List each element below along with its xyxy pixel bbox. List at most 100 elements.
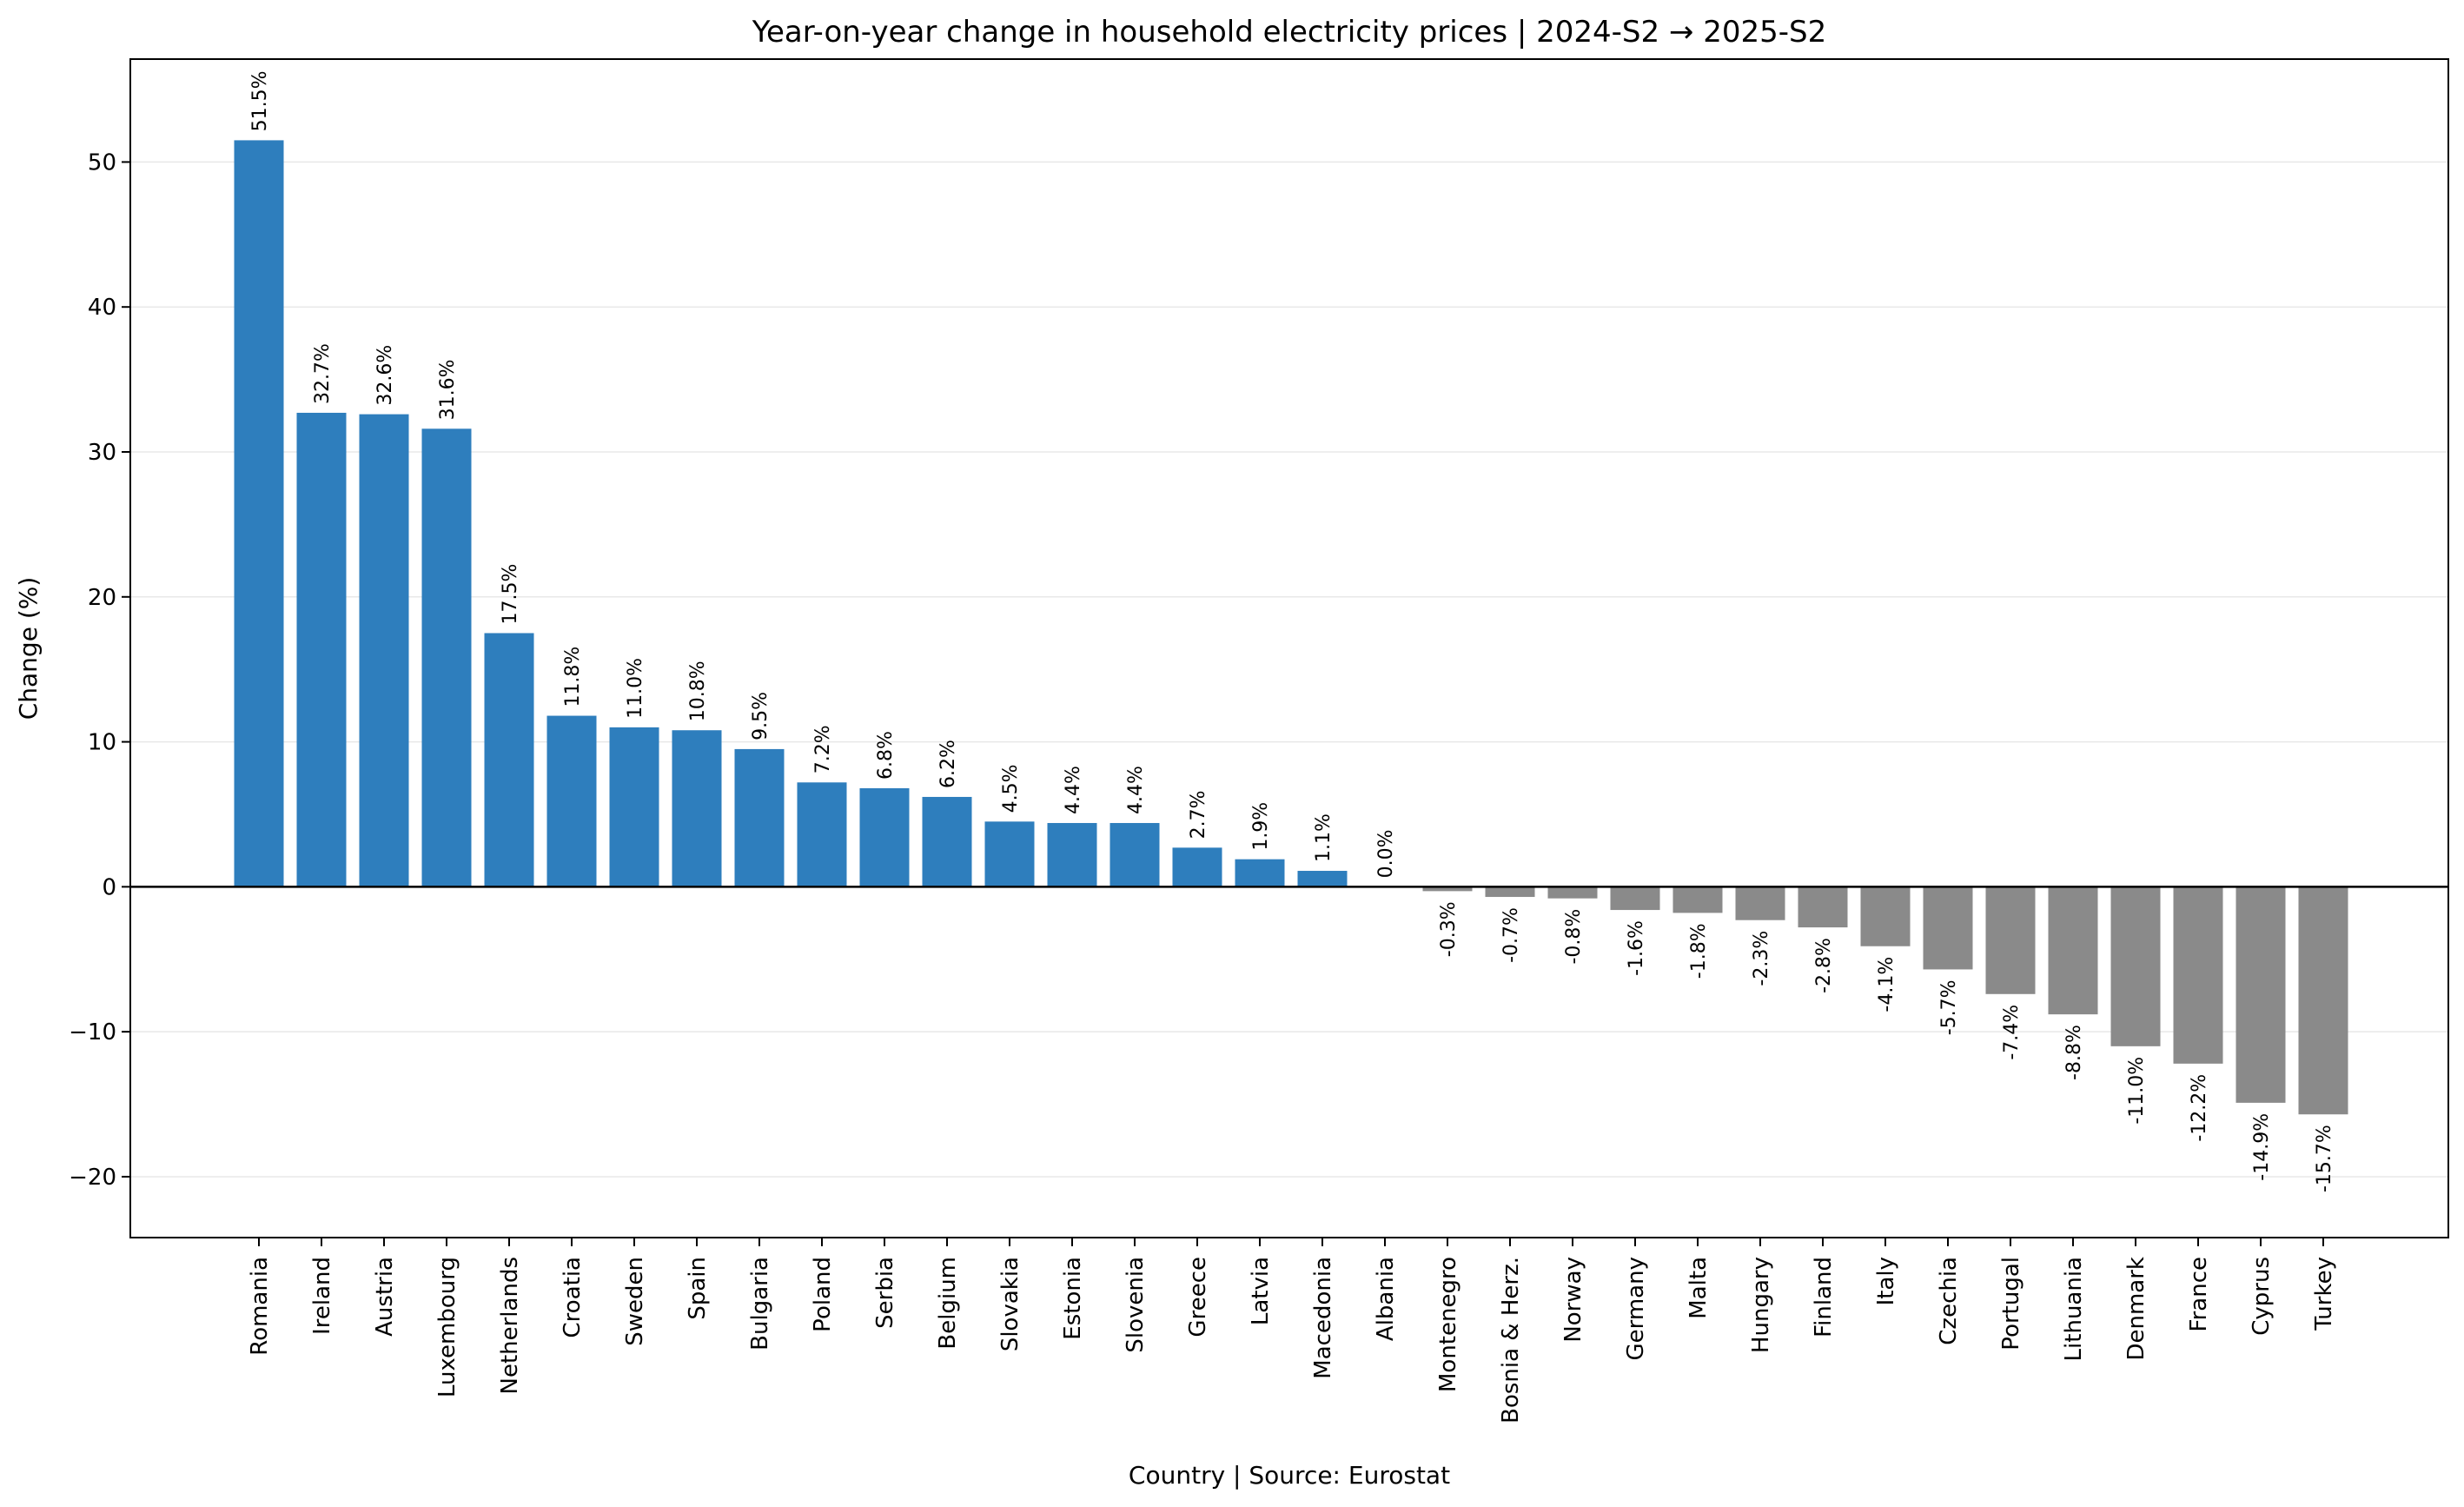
bar — [1672, 886, 1723, 913]
data-label: -7.4% — [2001, 1005, 2023, 1060]
data-label: 4.5% — [1000, 764, 1022, 813]
x-tick-label: Italy — [1873, 1257, 1899, 1305]
data-label: 31.6% — [437, 359, 459, 420]
x-tick-label: Finland — [1811, 1257, 1837, 1338]
bar — [1923, 886, 1973, 970]
x-tick-label: Slovenia — [1123, 1257, 1149, 1353]
bar — [922, 796, 972, 887]
x-tick-label: Macedonia — [1310, 1257, 1336, 1379]
x-tick-label: Ireland — [309, 1257, 335, 1335]
y-tick-label: −20 — [69, 1165, 116, 1191]
bar — [421, 428, 472, 887]
bar — [234, 140, 284, 887]
x-axis-label: Country | Source: Eurostat — [1129, 1461, 1450, 1490]
x-tick-label: Poland — [810, 1257, 836, 1332]
x-tick-label: Slovakia — [997, 1257, 1023, 1351]
data-labels: 51.5% 32.7% 32.6% 31.6% 17.5% 11.8% 11.0% 10.8%… — [249, 71, 2335, 1193]
bar — [296, 412, 347, 887]
data-label: -15.7% — [2314, 1125, 2335, 1192]
y-axis-label: Change (%) — [14, 577, 43, 720]
x-tick-label: Norway — [1560, 1257, 1586, 1343]
data-label: 51.5% — [249, 71, 271, 132]
x-tick-label: Austria — [372, 1257, 398, 1337]
data-label: -2.8% — [1813, 938, 1835, 993]
data-label: -12.2% — [2189, 1074, 2210, 1142]
data-label: -2.3% — [1751, 931, 1772, 986]
data-label: 1.1% — [1313, 813, 1335, 862]
data-label: 0.0% — [1375, 829, 1397, 878]
bar — [859, 787, 910, 887]
y-axis-ticks: −20 −10 0 10 20 30 40 50 — [69, 149, 130, 1191]
bar — [2298, 886, 2348, 1115]
data-label: 4.4% — [1125, 766, 1147, 814]
y-tick-label: 0 — [102, 874, 116, 900]
data-label: -1.8% — [1688, 923, 1710, 979]
data-label: 11.8% — [562, 647, 584, 707]
x-axis-ticks: Romania Ireland Austria Luxembourg Netherlan… — [247, 1238, 2337, 1424]
x-tick-label: Latvia — [1248, 1257, 1274, 1325]
data-label: -4.1% — [1876, 957, 1898, 1012]
bar — [1610, 886, 1660, 911]
y-tick-label: −10 — [69, 1019, 116, 1046]
y-tick-label: 20 — [88, 585, 116, 611]
x-tick-label: Estonia — [1060, 1257, 1086, 1340]
data-label: 6.8% — [875, 731, 897, 780]
x-tick-label: Greece — [1185, 1257, 1211, 1338]
bar — [2110, 886, 2161, 1046]
x-tick-label: Romania — [247, 1257, 273, 1356]
bar — [359, 414, 409, 887]
x-tick-label: Lithuania — [2061, 1257, 2087, 1361]
data-label: 10.8% — [687, 661, 709, 721]
data-label: -0.8% — [1563, 909, 1585, 965]
data-label: 2.7% — [1188, 790, 1209, 839]
bar — [1485, 886, 1535, 898]
plot-frame — [129, 58, 2449, 1238]
data-label: -0.3% — [1438, 901, 1460, 957]
x-tick-label: Luxembourg — [434, 1257, 460, 1397]
data-label: 1.9% — [1250, 802, 1272, 851]
x-tick-label: France — [2186, 1257, 2212, 1331]
x-tick-label: Netherlands — [497, 1257, 523, 1395]
bar — [2235, 886, 2286, 1103]
data-label: 32.7% — [312, 343, 334, 404]
bar — [797, 782, 847, 887]
x-tick-label: Hungary — [1748, 1257, 1774, 1353]
bar — [1109, 822, 1160, 887]
y-tick-label: 10 — [88, 730, 116, 756]
data-label: 32.6% — [374, 345, 396, 406]
data-label: 11.0% — [625, 658, 646, 719]
x-tick-label: Albania — [1373, 1257, 1399, 1341]
bar — [1860, 886, 1911, 946]
bar — [1547, 886, 1598, 899]
data-label: -0.7% — [1500, 907, 1522, 963]
bar — [1172, 847, 1222, 887]
bar — [734, 748, 785, 887]
bar — [484, 633, 534, 887]
y-tick-label: 50 — [88, 149, 116, 176]
data-label: 17.5% — [500, 564, 521, 625]
bar — [1798, 886, 1848, 928]
bar — [984, 821, 1035, 887]
bar — [1047, 822, 1097, 887]
y-tick-label: 30 — [88, 440, 116, 466]
x-tick-label: Croatia — [560, 1257, 586, 1338]
x-tick-label: Sweden — [622, 1257, 648, 1346]
data-label: -5.7% — [1938, 979, 1960, 1035]
data-label: -14.9% — [2251, 1113, 2273, 1181]
bar — [609, 727, 659, 887]
x-tick-label: Cyprus — [2249, 1257, 2275, 1336]
x-tick-label: Bosnia & Herz. — [1498, 1257, 1524, 1424]
bar — [2048, 886, 2098, 1015]
chart-title: Year-on-year change in household electri… — [752, 15, 1827, 50]
bar — [1297, 871, 1348, 887]
bar — [1985, 886, 2036, 994]
data-label: -11.0% — [2126, 1057, 2148, 1125]
data-label: 9.5% — [750, 692, 772, 740]
data-label: 4.4% — [1063, 766, 1084, 814]
data-label: 7.2% — [812, 725, 834, 773]
data-label: 6.2% — [937, 740, 959, 788]
x-tick-label: Turkey — [2311, 1257, 2337, 1331]
bar — [672, 730, 722, 887]
